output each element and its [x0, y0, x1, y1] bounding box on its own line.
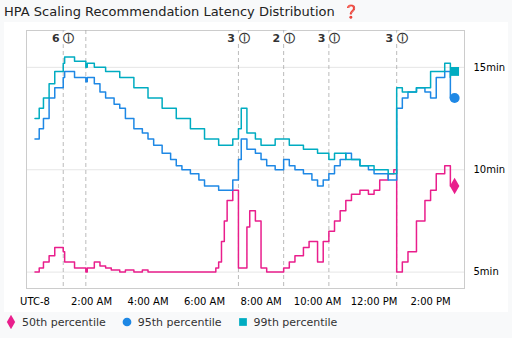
svg-text:10min: 10min	[474, 164, 506, 175]
svg-text:3 ⓘ: 3 ⓘ	[227, 32, 249, 45]
svg-text:2:00 AM: 2:00 AM	[71, 296, 112, 307]
svg-text:2 ⓘ: 2 ⓘ	[272, 32, 294, 45]
svg-text:6:00 AM: 6:00 AM	[184, 296, 225, 307]
html-text:50th percentile: 50th percentile	[22, 315, 106, 329]
html-text:HPA Scaling Recommendation Lat: HPA Scaling Recommendation Latency Distr…	[4, 4, 359, 19]
html-text:99th percentile: 99th percentile	[253, 315, 338, 329]
svg-text:2:00 PM: 2:00 PM	[410, 296, 450, 307]
svg-text:6 ⓘ: 6 ⓘ	[52, 32, 74, 45]
html-text:95th percentile: 95th percentile	[137, 315, 222, 329]
svg-text:12:00 PM: 12:00 PM	[351, 296, 398, 307]
svg-text:8:00 AM: 8:00 AM	[240, 296, 281, 307]
svg-text:15min: 15min	[474, 62, 506, 73]
svg-text:UTC-8: UTC-8	[20, 296, 50, 307]
svg-text:3 ⓘ: 3 ⓘ	[318, 32, 340, 45]
svg-text:4:00 AM: 4:00 AM	[127, 296, 168, 307]
svg-text:3 ⓘ: 3 ⓘ	[385, 32, 407, 45]
svg-text:5min: 5min	[474, 266, 499, 277]
svg-text:10:00 AM: 10:00 AM	[294, 296, 341, 307]
